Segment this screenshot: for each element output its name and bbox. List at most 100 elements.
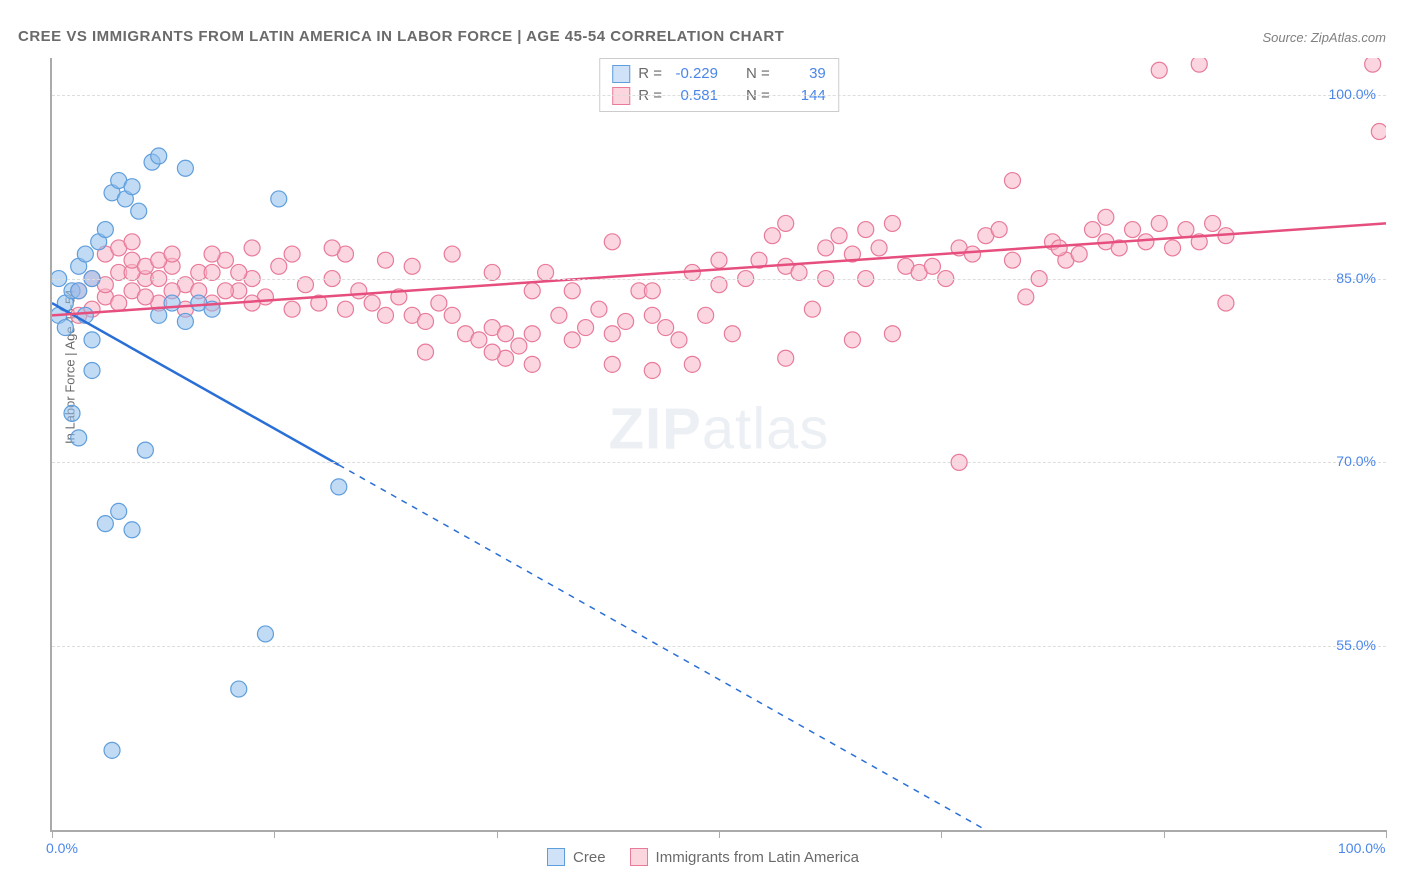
data-point: [217, 283, 233, 299]
data-point: [1018, 289, 1034, 305]
correlation-row: R = -0.229 N = 39: [612, 63, 826, 85]
y-tick-label: 85.0%: [1336, 270, 1376, 286]
gridline: [52, 95, 1386, 96]
gridline: [52, 462, 1386, 463]
data-point: [431, 295, 447, 311]
data-point: [177, 160, 193, 176]
data-point: [1004, 252, 1020, 268]
data-point: [151, 307, 167, 323]
data-point: [551, 307, 567, 323]
data-point: [804, 301, 820, 317]
data-point: [177, 313, 193, 329]
x-tick: [1164, 830, 1165, 838]
data-point: [418, 313, 434, 329]
data-point: [591, 301, 607, 317]
data-point: [444, 246, 460, 262]
data-point: [831, 228, 847, 244]
data-point: [1004, 173, 1020, 189]
data-point: [444, 307, 460, 323]
data-point: [97, 516, 113, 532]
r-value: -0.229: [670, 63, 718, 85]
n-value: 39: [778, 63, 826, 85]
data-point: [1098, 209, 1114, 225]
data-point: [471, 332, 487, 348]
data-point: [884, 326, 900, 342]
r-label: R =: [638, 85, 662, 107]
data-point: [884, 215, 900, 231]
data-point: [524, 283, 540, 299]
legend-swatch-blue: [547, 848, 565, 866]
data-point: [137, 289, 153, 305]
data-point: [604, 326, 620, 342]
y-tick-label: 55.0%: [1336, 637, 1376, 653]
data-point: [331, 479, 347, 495]
x-tick: [719, 830, 720, 838]
data-point: [618, 313, 634, 329]
data-point: [1071, 246, 1087, 262]
data-point: [1151, 62, 1167, 78]
data-point: [124, 234, 140, 250]
data-point: [764, 228, 780, 244]
data-point: [104, 742, 120, 758]
data-point: [1191, 58, 1207, 72]
x-tick: [274, 830, 275, 838]
data-point: [524, 356, 540, 372]
data-point: [1371, 124, 1386, 140]
scatter-plot: [52, 58, 1386, 830]
data-point: [151, 148, 167, 164]
data-point: [364, 295, 380, 311]
data-point: [271, 191, 287, 207]
source-prefix: Source:: [1262, 30, 1310, 45]
data-point: [77, 246, 93, 262]
data-point: [64, 405, 80, 421]
legend-label: Cree: [573, 849, 606, 866]
plot-area: In Labor Force | Age 45-54 R = -0.229 N …: [50, 58, 1386, 832]
data-point: [1085, 222, 1101, 238]
data-point: [1165, 240, 1181, 256]
data-point: [137, 442, 153, 458]
data-point: [644, 307, 660, 323]
data-point: [71, 430, 87, 446]
data-point: [124, 522, 140, 538]
source-name: ZipAtlas.com: [1311, 30, 1386, 45]
data-point: [337, 301, 353, 317]
x-tick: [52, 830, 53, 838]
data-point: [124, 179, 140, 195]
legend-item-cree: Cree: [547, 848, 606, 866]
data-point: [644, 283, 660, 299]
data-point: [511, 338, 527, 354]
data-point: [1138, 234, 1154, 250]
data-point: [698, 307, 714, 323]
data-point: [231, 681, 247, 697]
x-tick: [1386, 830, 1387, 838]
data-point: [844, 332, 860, 348]
y-tick-label: 70.0%: [1336, 453, 1376, 469]
data-point: [84, 332, 100, 348]
n-label: N =: [746, 85, 770, 107]
data-point: [564, 332, 580, 348]
correlation-row: R = 0.581 N = 144: [612, 85, 826, 107]
data-point: [711, 252, 727, 268]
data-point: [778, 350, 794, 366]
data-point: [658, 320, 674, 336]
series-legend: Cree Immigrants from Latin America: [0, 848, 1406, 866]
data-point: [84, 362, 100, 378]
source-label: Source: ZipAtlas.com: [1262, 30, 1386, 45]
data-point: [71, 283, 87, 299]
data-point: [484, 344, 500, 360]
data-point: [564, 283, 580, 299]
r-label: R =: [638, 63, 662, 85]
data-point: [524, 326, 540, 342]
n-value: 144: [778, 85, 826, 107]
data-point: [378, 307, 394, 323]
data-point: [204, 246, 220, 262]
gridline: [52, 646, 1386, 647]
data-point: [684, 356, 700, 372]
data-point: [724, 326, 740, 342]
correlation-legend: R = -0.229 N = 39 R = 0.581 N = 144: [599, 58, 839, 112]
data-point: [418, 344, 434, 360]
data-point: [111, 295, 127, 311]
data-point: [604, 234, 620, 250]
data-point: [871, 240, 887, 256]
y-tick-label: 100.0%: [1329, 86, 1376, 102]
